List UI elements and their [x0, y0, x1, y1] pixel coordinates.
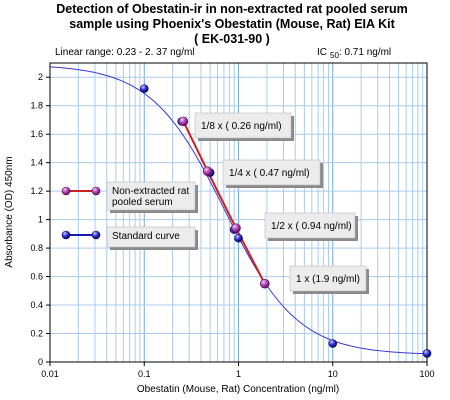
y-tick-label: 1 [38, 215, 43, 225]
annotation-box [289, 265, 367, 292]
sample-point [202, 166, 213, 177]
y-tick-label: 0.6 [30, 272, 43, 282]
y-tick-label: 1.8 [30, 101, 43, 111]
annotation-label: 1/4 x ( 0.47 ng/ml) [229, 168, 310, 179]
legend-label: pooled serum [112, 197, 173, 208]
ic50-subscript: 50 [330, 51, 339, 60]
sample-line [182, 120, 266, 285]
annotation-box [194, 112, 292, 139]
legend-marker [61, 230, 71, 240]
annotation-box [264, 212, 356, 239]
y-tick-label: 1.4 [30, 158, 43, 168]
x-tick-label: 10 [328, 369, 338, 379]
chart-title-line-3: ( EK-031-90 ) [194, 32, 270, 46]
legend-marker [91, 230, 101, 240]
grid [50, 63, 427, 362]
sample-point [178, 116, 189, 127]
annotation-label: 1/8 x ( 0.26 ng/ml) [201, 121, 282, 132]
y-axis-label: Absorbance (OD) 450nm [4, 156, 15, 267]
sample-point [231, 223, 241, 233]
x-tick-label: 1 [236, 369, 241, 379]
annotations: 1/8 x ( 0.26 ng/ml) 1/4 x ( 0.47 ng/ml) 1/… [194, 112, 369, 294]
annotation-label: 1/2 x ( 0.94 ng/ml) [271, 221, 352, 232]
y-tick-label: 0.8 [30, 243, 43, 253]
y-tick-label: 2 [38, 72, 43, 82]
x-axis-label: Obestatin (Mouse, Rat) Concentration (ng… [137, 384, 339, 395]
standard-point [234, 233, 243, 243]
standard-point [328, 339, 338, 348]
y-tick-label: 0.2 [30, 329, 43, 339]
chart-title-line-2: sample using Phoenix's Obestatin (Mouse,… [69, 17, 395, 31]
legend-marker [91, 186, 101, 196]
axis-ticks: 0.01 0.1 1 10 100 0 0.2 0.4 0.6 0.8 1 1.2 1.4 1.6 1.8 2 [30, 72, 434, 379]
legend-label: Standard curve [112, 231, 180, 242]
annotation-label: 1 x (1.9 ng/ml) [296, 274, 360, 285]
y-tick-label: 0 [38, 357, 43, 367]
legend-box [106, 226, 196, 248]
legend-box [106, 181, 196, 211]
standard-point [139, 84, 149, 93]
annotation-box [222, 159, 321, 186]
y-tick-label: 0.4 [30, 300, 43, 310]
legend-label: Non-extracted rat [112, 186, 189, 197]
chart-title-line-1: Detection of Obestatin-ir in non-extract… [56, 2, 407, 16]
x-tick-label: 100 [419, 369, 434, 379]
linear-range-label: Linear range: 0.23 - 2. 37 ng/ml [55, 47, 195, 58]
y-tick-label: 1.2 [30, 186, 43, 196]
ic50-label: IC 50: 0.71 ng/ml [317, 47, 391, 60]
x-tick-label: 0.01 [41, 369, 59, 379]
standard-point [422, 349, 432, 358]
y-tick-label: 1.6 [30, 129, 43, 139]
sample-point [259, 278, 270, 289]
markers [139, 84, 432, 358]
legend-marker [61, 186, 71, 196]
ic50-suffix: : 0.71 ng/ml [339, 47, 391, 58]
x-tick-label: 0.1 [138, 369, 151, 379]
ic50-prefix: IC [317, 47, 327, 58]
